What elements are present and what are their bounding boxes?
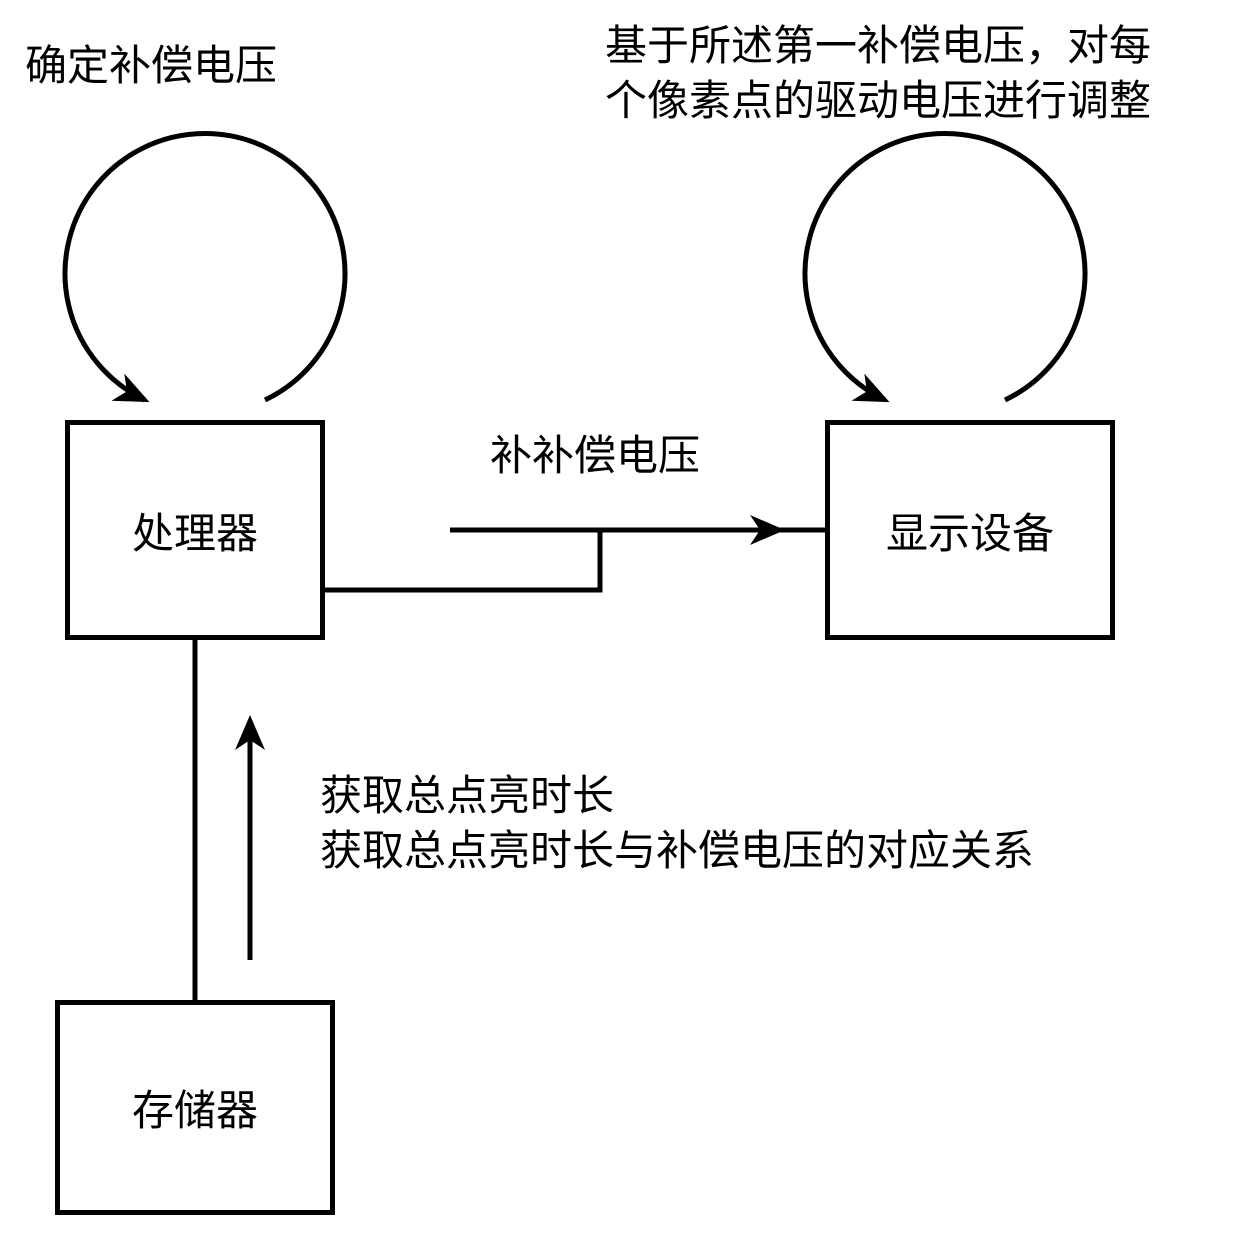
processor-label: 处理器 xyxy=(132,500,258,561)
edge-pd-label: 补补偿电压 xyxy=(490,430,700,485)
display-label: 显示设备 xyxy=(886,500,1054,561)
connector-processor-display xyxy=(325,530,825,590)
processor-box: 处理器 xyxy=(65,420,325,640)
processor-loop-label: 确定补偿电压 xyxy=(25,40,277,95)
loop-processor xyxy=(65,134,345,400)
display-loop-label: 基于所述第一补偿电压，对每 个像素点的驱动电压进行调整 xyxy=(605,20,1151,129)
display-box: 显示设备 xyxy=(825,420,1115,640)
loop-display xyxy=(805,134,1085,400)
storage-label: 存储器 xyxy=(132,1077,258,1138)
edge-sp-label: 获取总点亮时长 获取总点亮时长与补偿电压的对应关系 xyxy=(320,770,1034,879)
storage-box: 存储器 xyxy=(55,1000,335,1215)
